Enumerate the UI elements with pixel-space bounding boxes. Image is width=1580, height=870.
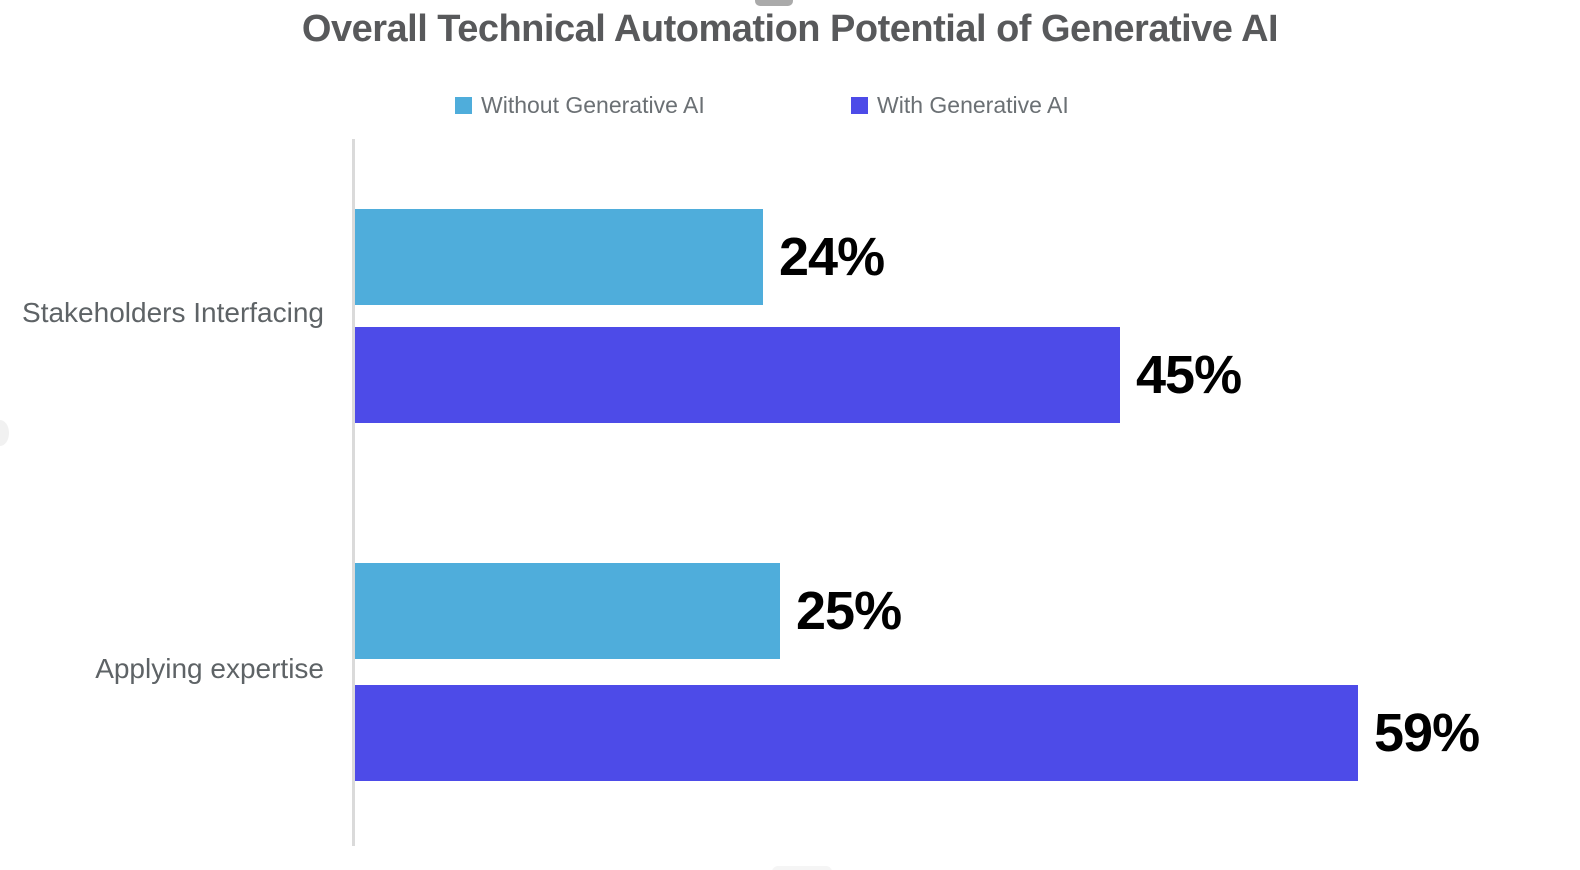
- legend-swatch-with-icon: [851, 97, 868, 114]
- value-label: 25%: [796, 581, 902, 641]
- category-label-applying-expertise: Applying expertise: [95, 653, 324, 684]
- bar-row: 25%: [355, 563, 902, 659]
- cropped-artifact-left: [0, 420, 9, 446]
- legend-label-without: Without Generative AI: [481, 92, 705, 118]
- bar-with-stakeholders: [355, 327, 1120, 423]
- bar-row: 59%: [355, 685, 1480, 781]
- bar-without-stakeholders: [355, 209, 763, 305]
- legend-item-without-generative-ai: Without Generative AI: [455, 92, 705, 119]
- value-label: 45%: [1136, 345, 1242, 405]
- category-label-stakeholders-interfacing: Stakeholders Interfacing: [22, 297, 324, 328]
- bar-with-applying: [355, 685, 1358, 781]
- value-label: 24%: [779, 227, 885, 287]
- legend-swatch-without-icon: [455, 97, 472, 114]
- legend-label-with: With Generative AI: [877, 92, 1069, 118]
- bar-row: 45%: [355, 327, 1242, 423]
- y-axis-baseline: [352, 139, 355, 846]
- cropped-artifact-bottom: [772, 866, 832, 870]
- value-label: 59%: [1374, 703, 1480, 763]
- bar-row: 24%: [355, 209, 885, 305]
- bar-without-applying: [355, 563, 780, 659]
- chart-title: Overall Technical Automation Potential o…: [301, 8, 1279, 50]
- legend-item-with-generative-ai: With Generative AI: [851, 92, 1069, 119]
- cropped-artifact-top: [755, 0, 793, 6]
